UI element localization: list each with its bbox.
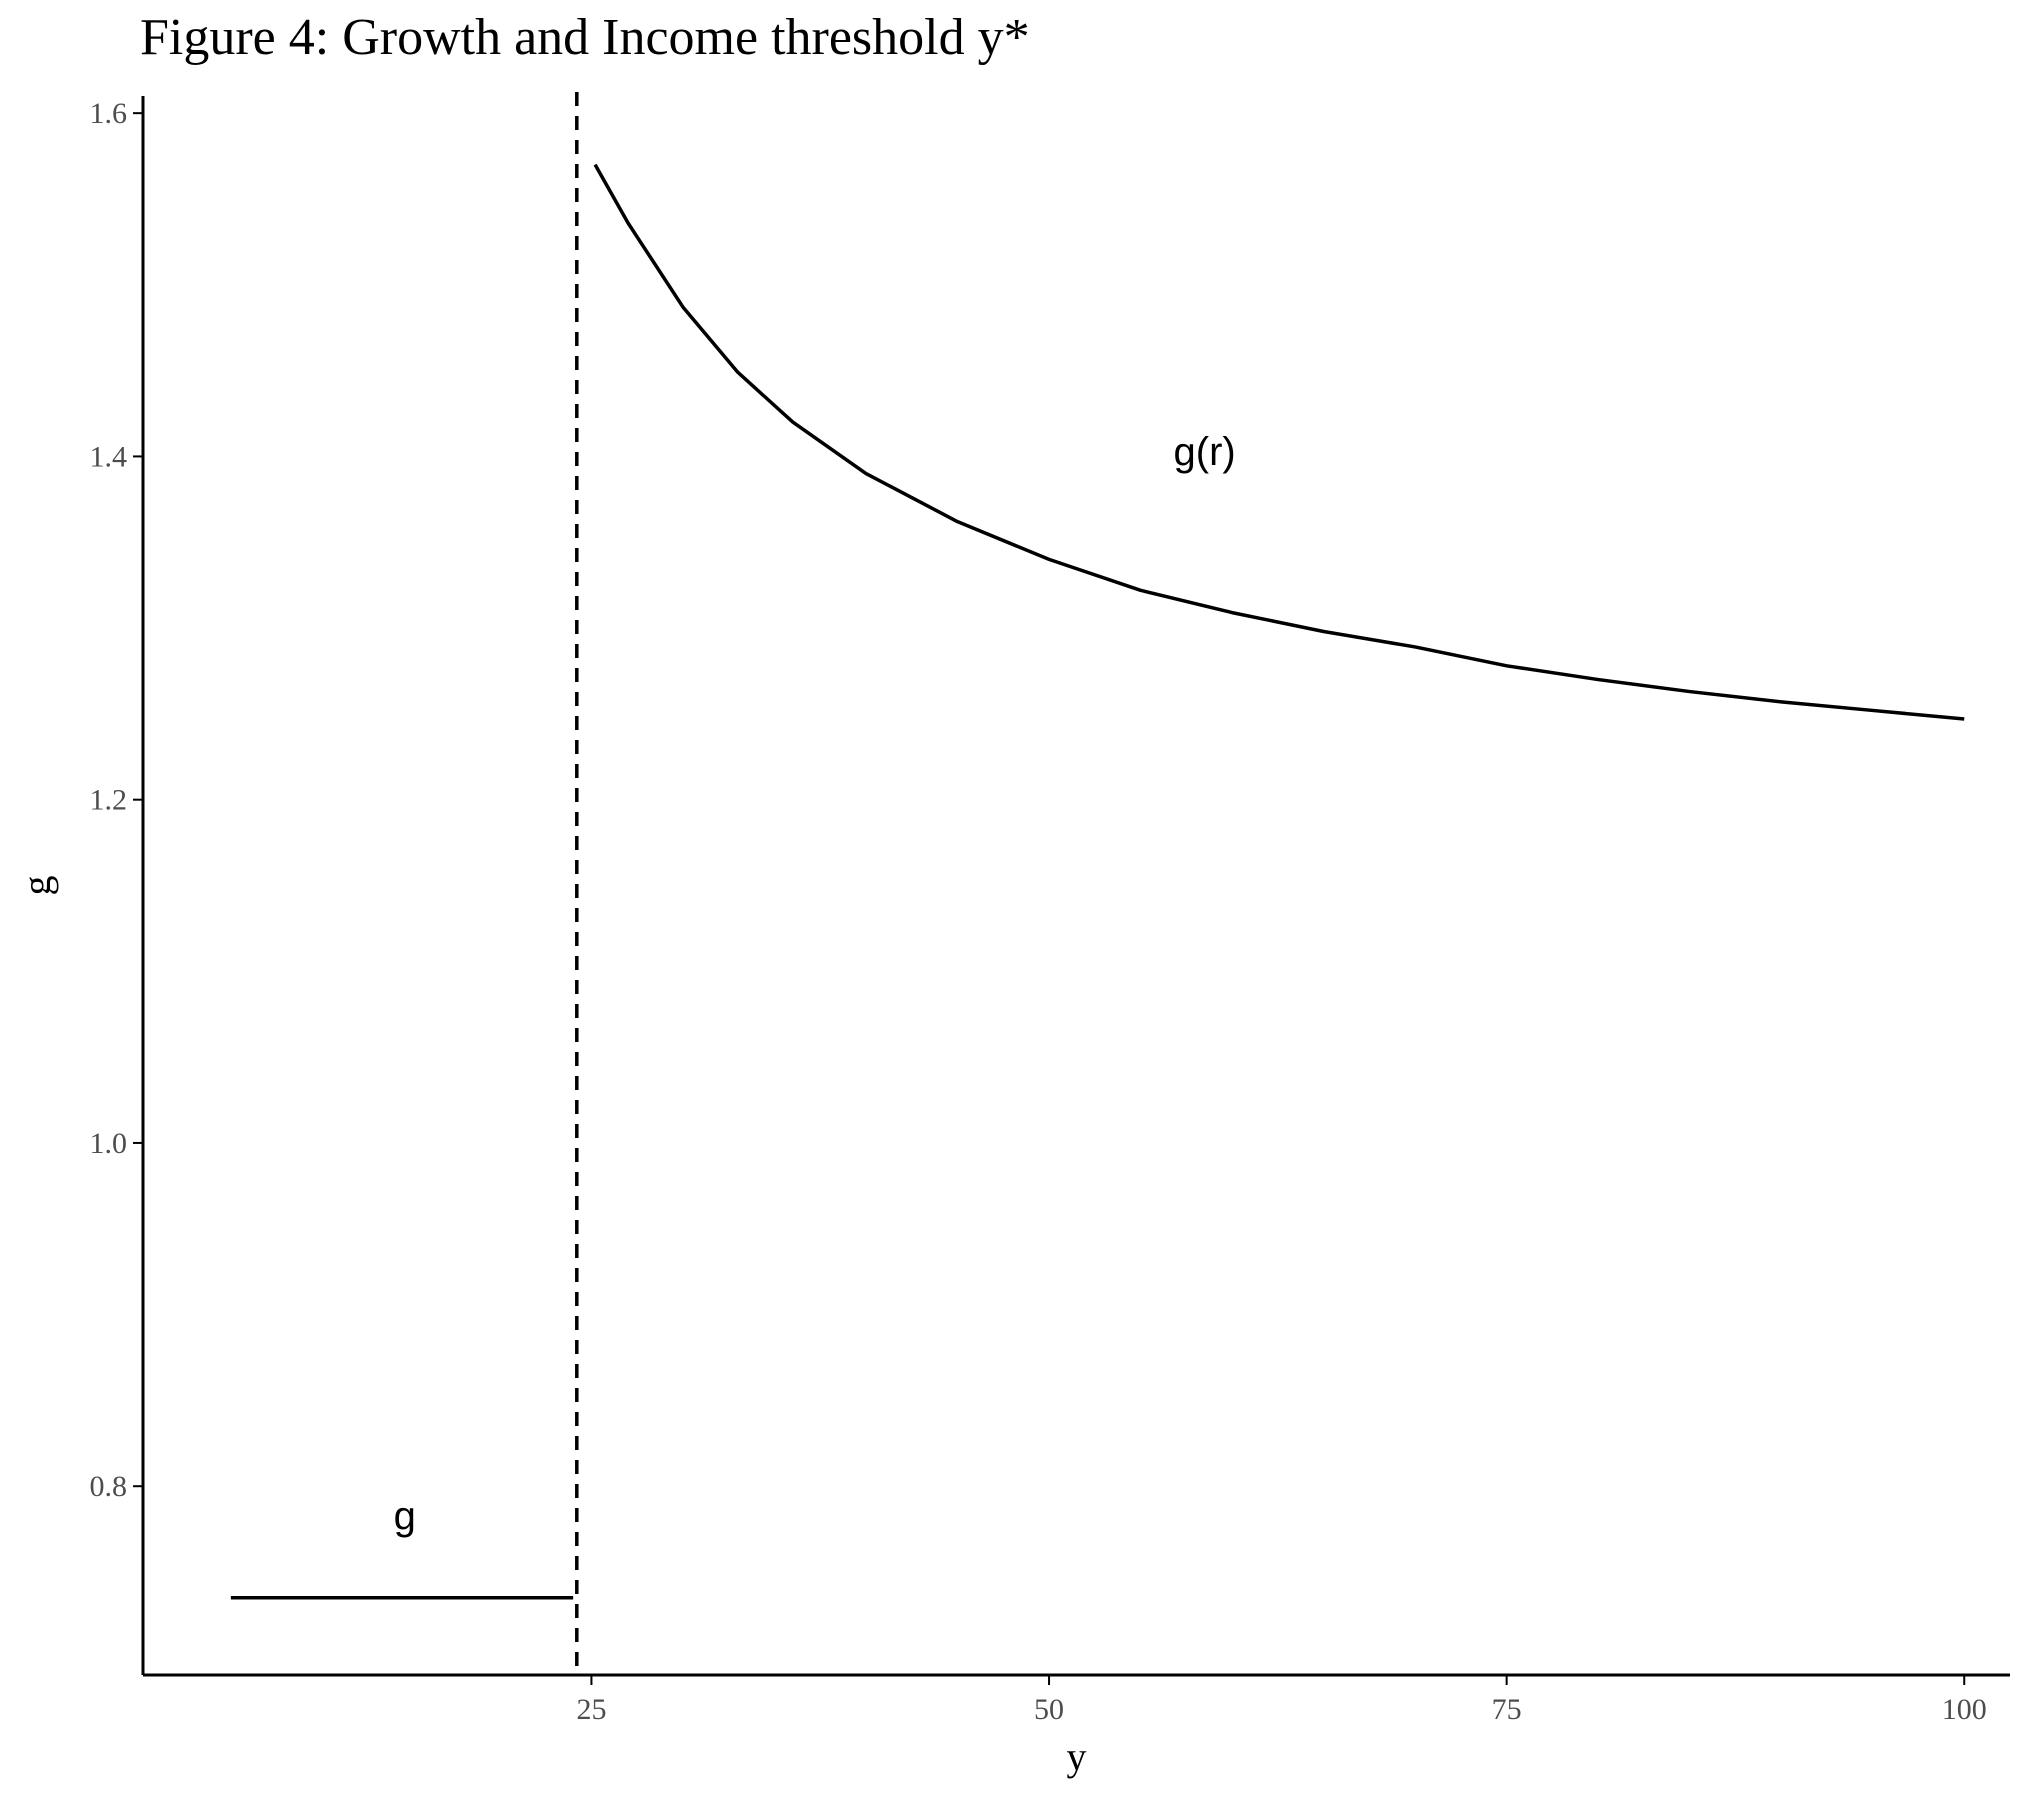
x-tick-label-50: 50 [1034, 1693, 1064, 1726]
y-tick-label-1.6: 1.6 [90, 97, 128, 130]
series-line-1 [593, 163, 1965, 721]
chart-title: Figure 4: Growth and Income threshold y* [140, 9, 1030, 66]
x-axis-label: y [1067, 1734, 1087, 1779]
y-tick-label-1.4: 1.4 [90, 440, 128, 473]
annotation-1: g [394, 1494, 416, 1538]
x-tick-label-25: 25 [576, 1693, 606, 1726]
y-tick-label-0.8: 0.8 [90, 1470, 128, 1503]
y-axis-label: g [14, 876, 59, 896]
y-tick-label-1: 1.0 [90, 1127, 128, 1160]
x-tick-label-75: 75 [1492, 1693, 1522, 1726]
annotation-0: g(r) [1174, 430, 1236, 474]
y-tick-label-1.2: 1.2 [90, 784, 128, 817]
x-tick-label-100: 100 [1942, 1693, 1987, 1726]
